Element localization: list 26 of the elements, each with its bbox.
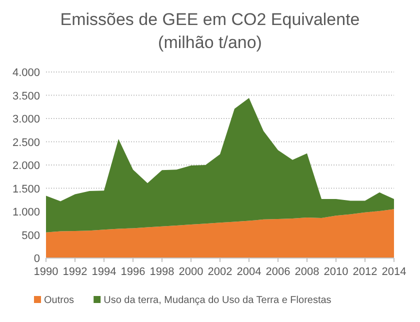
y-tick-label: 2.000	[12, 160, 40, 172]
x-tick-label: 2004	[236, 266, 262, 278]
x-tick-label: 2014	[382, 266, 406, 278]
x-tick-label: 1992	[62, 266, 88, 278]
y-tick-label: 2.500	[12, 136, 40, 149]
x-tick-label: 2002	[208, 266, 232, 278]
y-tick-label: 3.500	[12, 90, 40, 102]
y-tick-label: 0	[34, 253, 40, 265]
y-tick-label: 1.000	[12, 206, 40, 218]
x-tick-label: 2010	[324, 266, 348, 278]
x-tick-label: 1990	[34, 266, 58, 278]
x-tick-label: 2008	[294, 266, 320, 278]
y-tick-label: 1.500	[12, 183, 40, 196]
chart-subtitle: (milhão t/ano)	[158, 33, 262, 52]
x-tick-label: 2000	[178, 266, 204, 278]
chart-title: Emissões de GEE em CO2 Equivalente	[60, 10, 360, 29]
x-tick-label: 1996	[120, 266, 146, 278]
legend-label: Outros	[44, 295, 74, 306]
legend-label: Uso da terra, Mudança do Uso da Terra e Florestas	[104, 295, 332, 306]
x-tick-label: 1998	[150, 266, 174, 278]
y-tick-label: 4.000	[12, 67, 40, 79]
x-tick-label: 1994	[92, 266, 116, 278]
y-tick-label: 3.000	[12, 114, 40, 126]
x-tick-label: 2012	[352, 266, 378, 278]
x-tick-label: 2006	[266, 266, 290, 278]
y-tick-label: 500	[22, 230, 40, 242]
